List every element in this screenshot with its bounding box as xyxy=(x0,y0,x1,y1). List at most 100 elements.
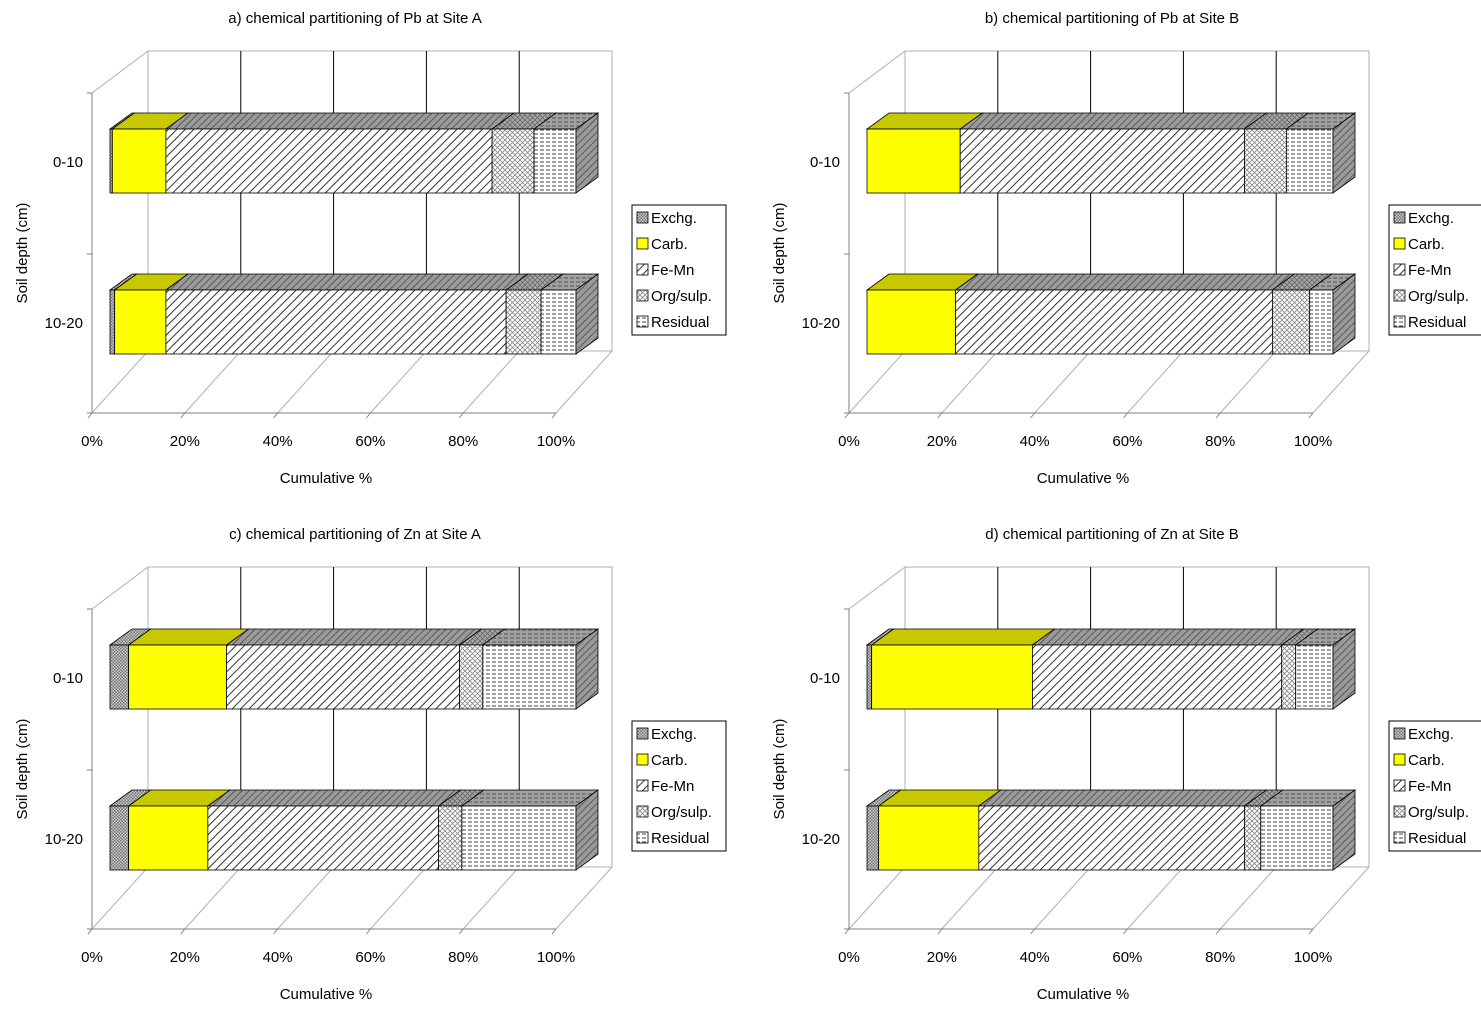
bar-side xyxy=(1332,273,1356,355)
x-tick-mark xyxy=(1215,928,1221,935)
legend-label: Carb. xyxy=(651,752,688,769)
legend-label: Carb. xyxy=(651,236,688,253)
bar-side xyxy=(1332,789,1356,871)
bar-segment-carb xyxy=(128,644,227,710)
legend-swatch xyxy=(1393,805,1406,818)
x-tick-mark xyxy=(1123,928,1128,935)
bar-top-femn xyxy=(164,273,530,291)
x-tick-mark xyxy=(458,412,464,419)
bar-group xyxy=(865,628,1357,710)
x-tick-label: 60% xyxy=(355,433,385,450)
x-tick-mark xyxy=(87,928,93,935)
bar-segment-femn xyxy=(207,805,439,871)
bar-segment-carb xyxy=(128,805,209,871)
floor-line xyxy=(1127,350,1184,414)
bar-segment-carb xyxy=(866,128,961,194)
legend-label: Residual xyxy=(1408,314,1466,331)
legend-label: Fe-Mn xyxy=(651,778,694,795)
floor-line xyxy=(941,350,999,414)
legend-label: Org/sulp. xyxy=(651,288,712,305)
chart-panel-d: d) chemical partitioning of Zn at Site B… xyxy=(757,516,1481,1016)
x-tick-mark xyxy=(551,412,557,419)
legend-swatch xyxy=(1393,753,1406,766)
legend-swatch xyxy=(1393,779,1406,792)
bar-segment-femn xyxy=(959,128,1245,194)
x-tick-label: 0% xyxy=(81,949,103,966)
floor-line xyxy=(184,866,242,930)
floor-line xyxy=(941,866,999,930)
y-tick-label: 10-20 xyxy=(45,315,83,332)
bar-side xyxy=(1332,628,1356,710)
chart-svg: c) chemical partitioning of Zn at Site A… xyxy=(14,526,727,1003)
legend: Exchg. Carb. Fe-Mn Org/sulp. Residual xyxy=(1388,204,1481,336)
floor-line xyxy=(848,350,906,414)
x-tick-label: 80% xyxy=(1205,433,1235,450)
x-tick-mark xyxy=(1123,412,1128,419)
legend-label: Residual xyxy=(651,830,709,847)
x-tick-mark xyxy=(1308,928,1314,935)
y-axis-title: Soil depth (cm) xyxy=(771,719,788,820)
x-tick-mark xyxy=(1308,412,1314,419)
legend-label: Fe-Mn xyxy=(651,262,694,279)
x-tick-label: 40% xyxy=(263,949,293,966)
x-tick-mark xyxy=(87,412,93,419)
bar-segment-carb xyxy=(114,289,167,355)
bar-group xyxy=(108,273,600,355)
legend-label: Fe-Mn xyxy=(1408,778,1451,795)
floor-line xyxy=(1312,350,1370,414)
legend-swatch xyxy=(636,237,649,250)
x-axis-title: Cumulative % xyxy=(280,470,373,487)
bar-group xyxy=(108,789,600,871)
bar-segment-exchg xyxy=(109,289,116,355)
x-tick-label: 100% xyxy=(537,433,575,450)
x-tick-mark xyxy=(180,928,186,935)
bar-segment-orgsulp xyxy=(1244,128,1287,194)
legend-swatch xyxy=(636,831,649,844)
legend-label: Carb. xyxy=(1408,752,1445,769)
x-tick-mark xyxy=(551,928,557,935)
legend-swatch xyxy=(1393,315,1406,328)
y-axis-title: Soil depth (cm) xyxy=(771,203,788,304)
x-tick-mark xyxy=(1030,928,1035,935)
y-tick-label: 0-10 xyxy=(810,154,840,171)
floor-line xyxy=(1034,350,1091,414)
bar-segment-carb xyxy=(871,644,1033,710)
floor-line xyxy=(1219,350,1277,414)
x-tick-label: 80% xyxy=(448,433,478,450)
legend-label: Exchg. xyxy=(1408,726,1454,743)
bar-segment-orgsulp xyxy=(438,805,463,871)
legend-swatch xyxy=(636,263,649,276)
bar-segment-exchg xyxy=(109,805,130,871)
bar-group xyxy=(108,628,600,710)
x-tick-mark xyxy=(844,928,850,935)
bar-segment-carb xyxy=(866,289,956,355)
x-tick-mark xyxy=(366,412,371,419)
legend-swatch xyxy=(1393,289,1406,302)
x-tick-label: 80% xyxy=(1205,949,1235,966)
bar-top-femn xyxy=(225,628,483,646)
x-tick-label: 40% xyxy=(1020,949,1050,966)
bar-segment-femn xyxy=(165,128,493,194)
x-tick-label: 100% xyxy=(1294,433,1332,450)
x-tick-label: 20% xyxy=(170,949,200,966)
bar-segment-femn xyxy=(165,289,507,355)
chart-svg: d) chemical partitioning of Zn at Site B… xyxy=(771,526,1481,1003)
bar-group xyxy=(865,112,1357,194)
y-tick-label: 0-10 xyxy=(53,670,83,687)
x-axis-title: Cumulative % xyxy=(280,986,373,1003)
legend-label: Residual xyxy=(651,314,709,331)
left-wall-top xyxy=(848,566,906,610)
bar-top-carb xyxy=(870,628,1056,646)
legend: Exchg. Carb. Fe-Mn Org/sulp. Residual xyxy=(631,204,727,336)
x-tick-label: 60% xyxy=(355,949,385,966)
legend-label: Residual xyxy=(1408,830,1466,847)
x-tick-label: 60% xyxy=(1112,433,1142,450)
bar-segment-femn xyxy=(226,644,460,710)
bar-side xyxy=(1332,112,1356,194)
floor-line xyxy=(1312,866,1370,930)
x-tick-label: 100% xyxy=(1294,949,1332,966)
floor-line xyxy=(91,866,149,930)
bar-top-residual xyxy=(460,789,600,807)
floor-line xyxy=(848,866,906,930)
x-tick-label: 20% xyxy=(927,949,957,966)
